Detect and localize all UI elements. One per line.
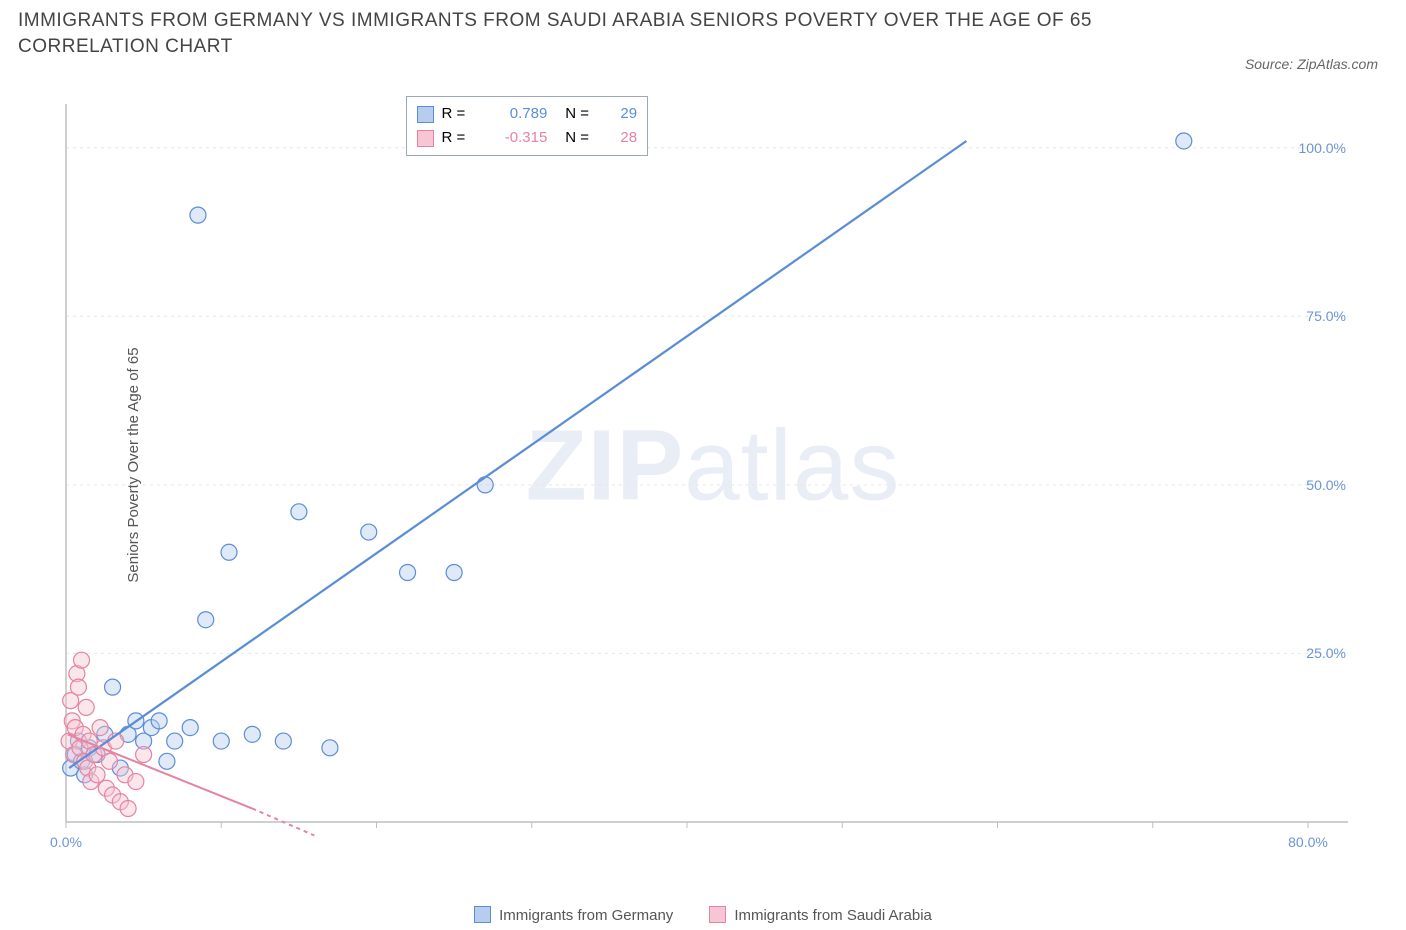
y-tick-label: 50.0%: [1306, 477, 1346, 493]
y-tick-label: 100.0%: [1299, 140, 1346, 156]
legend-row-saudi: R = -0.315 N = 28: [417, 126, 638, 150]
legend-swatch-icon: [474, 906, 491, 923]
legend-row-germany: R = 0.789 N = 29: [417, 102, 638, 126]
y-tick-label: 25.0%: [1306, 645, 1346, 661]
x-tick-label: 80.0%: [1288, 834, 1328, 850]
series-legend-saudi: Immigrants from Saudi Arabia: [709, 906, 932, 924]
legend-n-label: N =: [565, 102, 589, 126]
legend-r-value: 0.789: [473, 102, 547, 126]
legend-r-label: R =: [442, 102, 466, 126]
series-legend-label: Immigrants from Germany: [499, 907, 673, 924]
legend-n-label: N =: [565, 126, 589, 150]
x-tick-label: 0.0%: [50, 834, 82, 850]
legend-n-value: 28: [597, 126, 637, 150]
series-legend: Immigrants from Germany Immigrants from S…: [0, 906, 1406, 924]
legend-n-value: 29: [597, 102, 637, 126]
legend-swatch-icon: [417, 106, 434, 123]
legend-swatch-icon: [709, 906, 726, 923]
source-label: Source: ZipAtlas.com: [1245, 56, 1378, 72]
legend-swatch-icon: [417, 130, 434, 147]
series-legend-germany: Immigrants from Germany: [474, 906, 673, 924]
series-legend-label: Immigrants from Saudi Arabia: [734, 907, 932, 924]
correlation-legend: R = 0.789 N = 29 R = -0.315 N = 28: [406, 96, 649, 156]
chart-title: IMMIGRANTS FROM GERMANY VS IMMIGRANTS FR…: [18, 8, 1186, 59]
y-tick-label: 75.0%: [1306, 308, 1346, 324]
scatter-plot: [58, 96, 1368, 866]
legend-r-value: -0.315: [473, 126, 547, 150]
legend-r-label: R =: [442, 126, 466, 150]
chart-area: ZIPatlas R =0.789N =29R =-0.315N =28 25.…: [58, 96, 1368, 866]
